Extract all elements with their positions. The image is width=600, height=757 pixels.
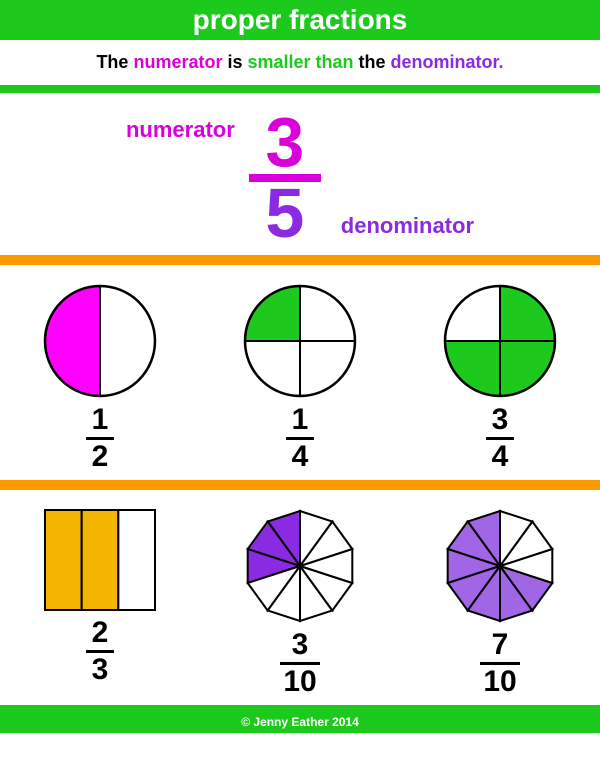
example-fraction: 3 5: [249, 111, 321, 245]
bottom-spacer: [0, 733, 600, 757]
fraction-label: 3 4: [486, 405, 514, 472]
fraction-label: 3 10: [280, 630, 320, 697]
fraction-circle: [442, 283, 558, 399]
fraction-cell: 1 4: [220, 283, 380, 472]
fraction-denominator: 4: [492, 442, 509, 472]
fraction-label: 7 10: [480, 630, 520, 697]
definition-word: The: [96, 52, 133, 72]
fraction-label: 1 4: [286, 405, 314, 472]
fraction-circle: [42, 283, 158, 399]
fraction-numerator: 2: [92, 618, 109, 648]
fraction-label: 1 2: [86, 405, 114, 472]
fraction-cell: 2 3: [20, 508, 180, 697]
title-text: proper fractions: [193, 4, 408, 35]
fraction-cell: 3 10: [220, 508, 380, 697]
fraction-denominator: 2: [92, 442, 109, 472]
fraction-label: 2 3: [86, 618, 114, 685]
fraction-cell: 1 2: [20, 283, 180, 472]
fraction-circle: [242, 283, 358, 399]
fraction-numerator: 3: [292, 630, 309, 660]
fraction-row-2: 2 3 3 10 7 10: [0, 490, 600, 705]
definition-word: the: [354, 52, 391, 72]
footer-text: © Jenny Eather 2014: [241, 715, 359, 729]
definition-word: is: [222, 52, 247, 72]
fraction-row-1: 1 2 1 4 3 4: [0, 265, 600, 480]
green-divider-1: [0, 85, 600, 93]
fraction-numerator: 3: [492, 405, 509, 435]
fraction-cell: 3 4: [420, 283, 580, 472]
footer-banner: © Jenny Eather 2014: [0, 711, 600, 733]
definition-line: The numerator is smaller than the denomi…: [0, 40, 600, 85]
orange-divider-2: [0, 480, 600, 490]
example-numerator: 3: [265, 111, 304, 174]
fraction-decagon: [242, 508, 358, 624]
fraction-numerator: 1: [92, 405, 109, 435]
fraction-denominator: 3: [92, 655, 109, 685]
fraction-denominator: 10: [483, 667, 516, 697]
example-denominator: 5: [265, 182, 304, 245]
numerator-label: numerator: [126, 117, 235, 143]
fraction-numerator: 1: [292, 405, 309, 435]
fraction-denominator: 10: [283, 667, 316, 697]
definition-word: numerator: [133, 52, 222, 72]
example-fraction-zone: numerator 3 5 denominator: [0, 93, 600, 255]
definition-word: denominator.: [391, 52, 504, 72]
orange-divider-1: [0, 255, 600, 265]
fraction-decagon: [442, 508, 558, 624]
title-banner: proper fractions: [0, 0, 600, 40]
fraction-cell: 7 10: [420, 508, 580, 697]
denominator-label: denominator: [341, 213, 474, 239]
fraction-rect: [43, 508, 157, 612]
fraction-denominator: 4: [292, 442, 309, 472]
definition-word: smaller than: [247, 52, 353, 72]
fraction-numerator: 7: [492, 630, 509, 660]
